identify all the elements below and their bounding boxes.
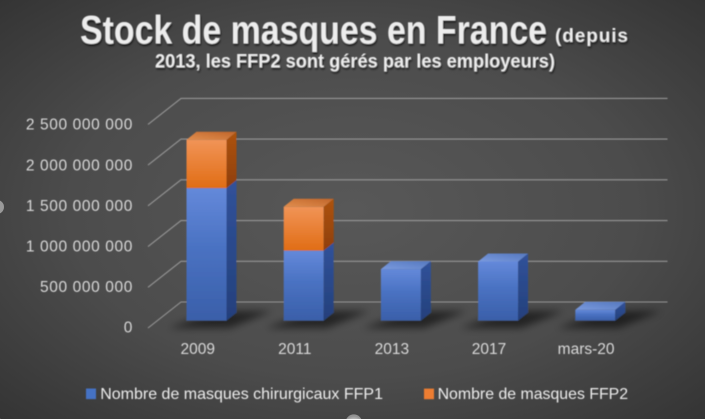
- svg-text:mars-20: mars-20: [558, 341, 615, 358]
- svg-text:1 500 000 000: 1 500 000 000: [26, 198, 133, 215]
- svg-text:Nombre de masques chirurgicaux: Nombre de masques chirurgicaux FFP1: [100, 386, 383, 403]
- svg-text:2011: 2011: [278, 341, 311, 358]
- svg-text:2013: 2013: [375, 341, 409, 358]
- svg-text:2009: 2009: [180, 341, 214, 358]
- svg-text:500 000 000: 500 000 000: [40, 279, 133, 296]
- svg-text:2013, les FFP2 sont gérés par: 2013, les FFP2 sont gérés par les employ…: [155, 52, 555, 73]
- svg-text:Nombre de masques FFP2: Nombre de masques FFP2: [438, 386, 629, 403]
- svg-text:(depuis: (depuis: [555, 26, 629, 47]
- svg-text:2017: 2017: [472, 341, 506, 358]
- svg-text:0: 0: [124, 320, 133, 337]
- svg-text:1 000 000 000: 1 000 000 000: [26, 239, 133, 256]
- svg-text:Stock de masques en France: Stock de masques en France: [80, 9, 547, 53]
- svg-text:2 000 000 000: 2 000 000 000: [26, 157, 133, 174]
- svg-text:2 500 000 000: 2 500 000 000: [26, 117, 133, 134]
